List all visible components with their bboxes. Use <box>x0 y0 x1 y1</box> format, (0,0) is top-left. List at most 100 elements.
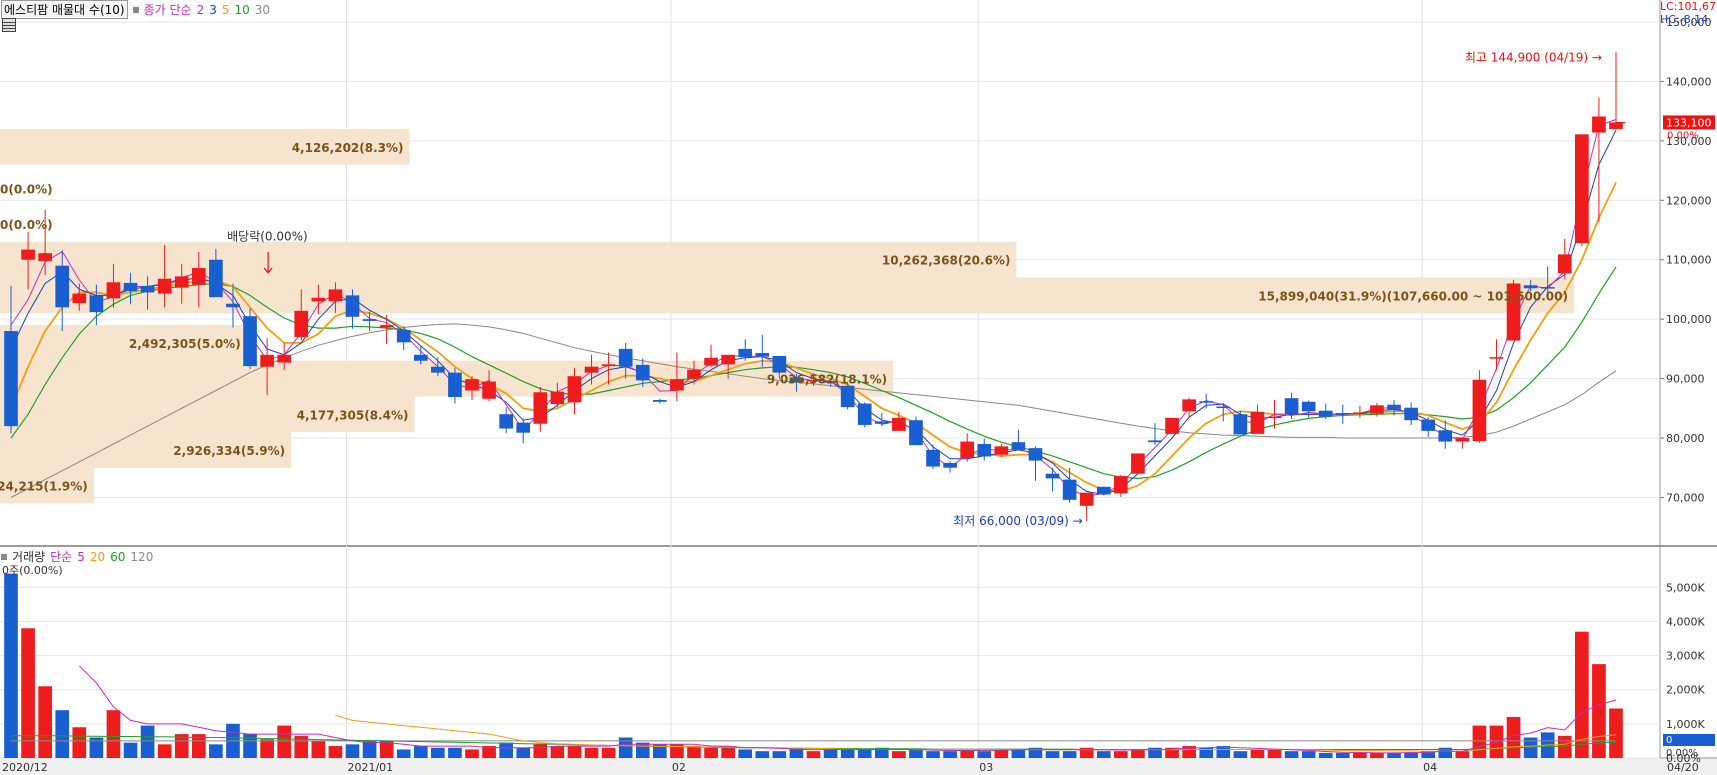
candle-body <box>772 356 787 373</box>
volume-ma-period-60[interactable]: 60 <box>110 549 126 564</box>
candle-body <box>174 276 189 288</box>
ma-legend-period-5[interactable]: 5 <box>221 2 230 17</box>
volume-bar <box>755 751 770 758</box>
candle-body <box>755 353 770 357</box>
candle-body <box>89 295 104 313</box>
volume-bar <box>550 746 565 758</box>
volume-bar <box>1387 752 1401 758</box>
volume-bar <box>584 747 599 758</box>
candle-body <box>1472 379 1487 441</box>
current-pct-label: 0.00% <box>1667 130 1699 141</box>
candle-body <box>738 348 753 358</box>
volume-profile-bar <box>0 396 415 433</box>
volume-bar <box>687 746 701 758</box>
volume-ma-period-20[interactable]: 20 <box>89 549 106 564</box>
price-legend[interactable]: 에스티팜 매물대 수(10) 종가 단순 2 3 5 10 30 <box>1 0 270 19</box>
price-legend-title[interactable]: 에스티팜 매물대 수(10) <box>1 0 128 19</box>
candle-body <box>789 377 804 383</box>
volume-bar <box>311 740 326 758</box>
current-price-box <box>1663 115 1715 130</box>
time-tick-label: 2020/12 <box>2 761 48 774</box>
volume-profile-bars <box>0 128 1574 504</box>
volume-bar <box>738 749 753 758</box>
volume-bar <box>1267 749 1282 758</box>
price-tick-label: 110,000 <box>1666 254 1712 267</box>
candle-body <box>977 443 992 457</box>
volume-bar <box>396 749 411 758</box>
candle-body <box>1062 479 1077 500</box>
volume-bar <box>721 746 735 758</box>
volume-bar <box>345 744 360 758</box>
volume-bar <box>1199 747 1214 758</box>
candle-body <box>1114 476 1128 494</box>
candle-body <box>448 372 462 398</box>
candle-body <box>994 446 1009 455</box>
volume-bar <box>1079 747 1094 758</box>
candle-body <box>1199 401 1214 403</box>
volume-bar <box>1455 751 1470 758</box>
volume-bar <box>277 725 292 758</box>
candle-body <box>1421 419 1436 431</box>
volume-tick-label: 3,000K <box>1666 650 1705 663</box>
volume-bar <box>1096 751 1111 758</box>
candle-body <box>209 259 223 298</box>
candle-body <box>516 422 531 433</box>
volume-bar <box>874 747 889 758</box>
ma-legend-period-10[interactable]: 10 <box>234 2 250 17</box>
volume-bar <box>926 751 940 758</box>
volume-ma20-line <box>335 714 1617 752</box>
candle-body <box>550 391 565 405</box>
volume-bar <box>1609 708 1623 758</box>
ma-legend-label: 종가 단순 <box>143 3 192 17</box>
candle-body <box>140 285 155 293</box>
volume-profile-label: 924,215(1.9%) <box>0 480 88 494</box>
volume-bar <box>823 749 838 758</box>
candle-body <box>413 354 428 361</box>
candle-body <box>243 316 257 367</box>
candle-body <box>1523 285 1538 289</box>
volume-profile-label: 15,899,040(31.9%)(107,660.00 ~ 101,500.0… <box>1258 289 1568 303</box>
table-icon[interactable] <box>2 18 16 32</box>
candle-body <box>1540 287 1555 289</box>
ma-legend-period-2[interactable]: 2 <box>196 2 205 17</box>
volume-bar <box>209 744 223 758</box>
ma-legend-period-30[interactable]: 30 <box>254 2 271 17</box>
time-tick-label: 02 <box>672 761 686 774</box>
volume-legend-title[interactable]: 거래량 <box>12 550 46 564</box>
volume-bar <box>1557 735 1572 758</box>
volume-profile-label: 4,126,202(8.3%) <box>292 141 404 155</box>
candle-body <box>1045 473 1060 479</box>
volume-bar <box>1250 749 1265 758</box>
volume-bar <box>448 747 462 758</box>
candle-body <box>840 385 855 408</box>
volume-profile-label: 10,262,368(20.6%) <box>882 254 1011 268</box>
volume-bar <box>1301 751 1316 758</box>
volume-bar <box>328 746 343 758</box>
volume-profile-label: 2,926,334(5.9%) <box>173 444 285 458</box>
volume-bar <box>909 749 923 758</box>
volume-ma-period-120[interactable]: 120 <box>130 549 154 564</box>
candle-body <box>1096 486 1111 495</box>
candle-body <box>465 379 479 391</box>
volume-ma-period-5[interactable]: 5 <box>77 549 85 564</box>
candle-body <box>1131 453 1145 474</box>
volume-legend[interactable]: 거래량 단순 5 20 60 120 <box>1 548 153 565</box>
candle-body <box>1557 254 1572 274</box>
volume-bar <box>1404 752 1418 758</box>
price-tick-label: 80,000 <box>1666 432 1705 445</box>
volume-bar <box>465 749 479 758</box>
candle-body <box>909 420 923 446</box>
current-price-label: 133,100 <box>1666 116 1712 129</box>
volume-bar <box>1438 747 1453 758</box>
volume-bar <box>567 746 582 758</box>
candle-body <box>1489 357 1504 359</box>
ma-legend-period-3[interactable]: 3 <box>209 2 217 17</box>
candle-body <box>1011 442 1026 450</box>
volume-sub-text: 0주(0.00%) <box>2 564 63 577</box>
volume-bar <box>789 747 804 758</box>
volume-bar <box>140 725 155 758</box>
volume-bar <box>55 710 70 758</box>
current-volume-label: 0 <box>1666 735 1672 746</box>
volume-bar <box>533 744 548 758</box>
